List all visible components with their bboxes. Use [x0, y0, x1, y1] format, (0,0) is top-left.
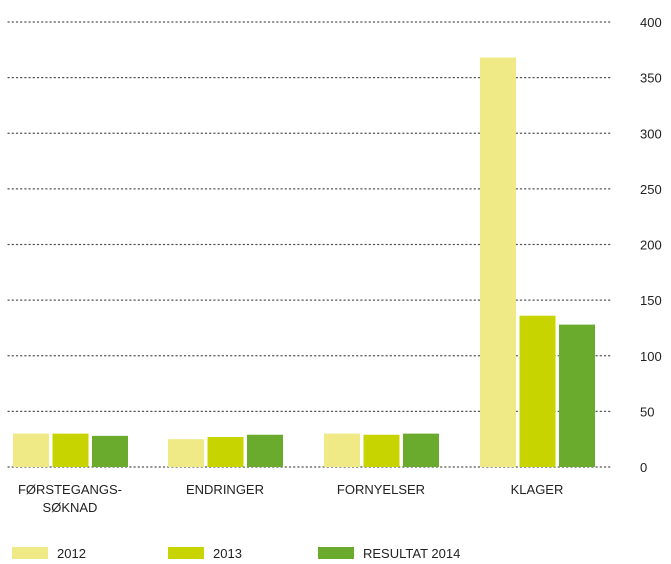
y-axis-ticks: 0 50 100 150 200 250 300 350 400 — [640, 15, 662, 475]
bar-2012-1 — [168, 439, 204, 467]
bar-2013-1 — [207, 436, 244, 467]
y-tick-label: 150 — [640, 293, 662, 308]
category-label: ENDRINGER — [186, 482, 264, 497]
bar-resultat-2014-2 — [403, 433, 439, 467]
bars — [13, 57, 595, 467]
legend-swatch — [168, 547, 204, 559]
legend-swatch — [12, 547, 48, 559]
legend-label: 2012 — [57, 546, 86, 561]
category-label: KLAGER — [511, 482, 564, 497]
y-tick-label: 350 — [640, 71, 662, 86]
bar-2012-0 — [13, 433, 49, 467]
y-tick-label: 300 — [640, 126, 662, 141]
y-tick-label: 0 — [640, 460, 647, 475]
legend-label: RESULTAT 2014 — [363, 546, 460, 561]
bar-2012-3 — [480, 57, 516, 467]
bar-resultat-2014-1 — [247, 434, 283, 467]
bar-resultat-2014-0 — [92, 435, 128, 467]
legend: 2012 2013 RESULTAT 2014 — [12, 546, 460, 561]
bar-2013-0 — [52, 433, 89, 467]
y-tick-label: 250 — [640, 182, 662, 197]
category-label: FØRSTEGANGS- — [18, 482, 122, 497]
y-tick-label: 100 — [640, 349, 662, 364]
bar-2012-2 — [324, 433, 360, 467]
category-label: FORNYELSER — [337, 482, 425, 497]
bar-resultat-2014-3 — [559, 324, 595, 467]
bar-2013-3 — [519, 315, 556, 467]
bar-2013-2 — [363, 434, 400, 467]
category-label: SØKNAD — [43, 500, 98, 515]
legend-label: 2013 — [213, 546, 242, 561]
y-tick-label: 400 — [640, 15, 662, 30]
y-tick-label: 200 — [640, 238, 662, 253]
legend-swatch — [318, 547, 354, 559]
category-labels: FØRSTEGANGS- SØKNAD ENDRINGER FORNYELSER KLA… — [18, 482, 563, 515]
y-tick-label: 50 — [640, 404, 654, 419]
